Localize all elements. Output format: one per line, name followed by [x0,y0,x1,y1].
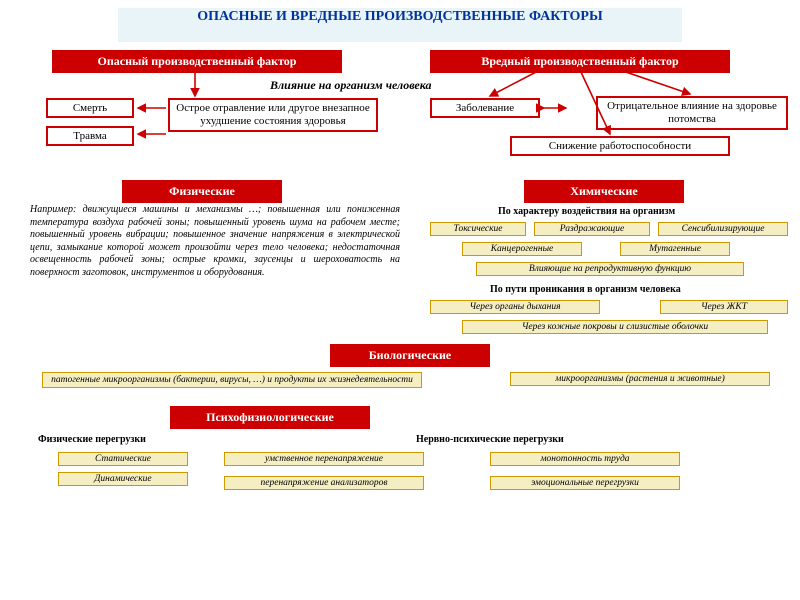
mental-box: умственное перенапряжение [224,452,424,466]
chemical-header: Химические [524,180,684,203]
harmful-factor-header: Вредный производственный фактор [430,50,730,73]
death-box: Смерть [46,98,134,118]
chem-toxic: Токсические [430,222,526,236]
emotional-box: эмоциональные перегрузки [490,476,680,490]
static-box: Статические [58,452,188,466]
phys-overload-label: Физические перегрузки [38,434,146,445]
physical-examples: Например: движущиеся машины и механизмы … [30,204,400,279]
main-title: ОПАСНЫЕ И ВРЕДНЫЕ ПРОИЗВОДСТВЕННЫЕ ФАКТО… [118,8,682,42]
chem-reproductive: Влияющие на репродуктивную функцию [476,262,744,276]
dynamic-box: Динамические [58,472,188,486]
monotony-box: монотонность труда [490,452,680,466]
offspring-box: Отрицательное влияние на здоровье потомс… [596,96,788,130]
chem-irritant: Раздражающие [534,222,650,236]
bio-left: патогенные микроорганизмы (бактерии, вир… [42,372,422,388]
injury-box: Травма [46,126,134,146]
workability-box: Снижение работоспособности [510,136,730,156]
chem-skin: Через кожные покровы и слизистые оболочк… [462,320,768,334]
analyzers-box: перенапряжение анализаторов [224,476,424,490]
psycho-header: Психофизиологические [170,406,370,429]
nerv-overload-label: Нервно-психические перегрузки [416,434,564,445]
chem-carcinogenic: Канцерогенные [462,242,582,256]
acute-box: Острое отравление или другое внезапное у… [168,98,378,132]
chem-mutagenic: Мутагенные [620,242,730,256]
chem-gkt: Через ЖКТ [660,300,788,314]
bio-right: микроорганизмы (растения и животные) [510,372,770,386]
biological-header: Биологические [330,344,490,367]
chem-effect-label: По характеру воздействия на организм [498,206,675,217]
chem-path-label: По пути проникания в организм человека [490,284,681,295]
chem-breath: Через органы дыхания [430,300,600,314]
physical-header: Физические [122,180,282,203]
subtitle: Влияние на организм человека [270,78,432,93]
dangerous-factor-header: Опасный производственный фактор [52,50,342,73]
chem-sensitizing: Сенсибилизирующие [658,222,788,236]
disease-box: Заболевание [430,98,540,118]
